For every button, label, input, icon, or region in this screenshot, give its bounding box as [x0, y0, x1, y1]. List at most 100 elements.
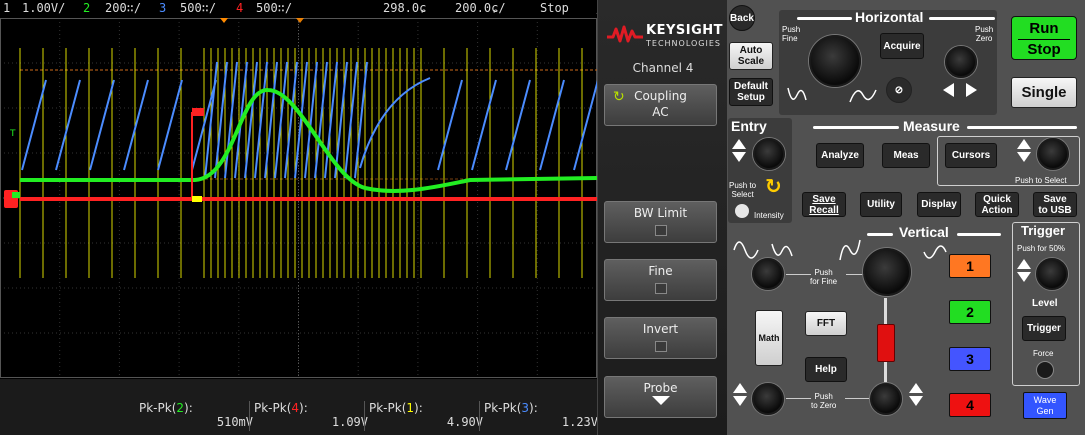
ch1-waveform: [19, 48, 583, 278]
vertical-offset-knob[interactable]: [870, 383, 902, 415]
brand-subtitle: TECHNOLOGIES: [646, 39, 721, 48]
status-bar: 1 1.00V/ 2 200∷/ 3 500∷/ 4 500∷/ 298.0ɕ …: [0, 0, 597, 17]
run-state: Stop: [540, 1, 569, 15]
utility-button[interactable]: Utility: [860, 192, 902, 217]
push-to-select-label: Push to Select: [729, 181, 757, 199]
measurement-label-suffix: ):: [414, 401, 423, 415]
invert-checkbox[interactable]: [654, 341, 667, 352]
help-button[interactable]: Help: [805, 357, 847, 382]
horizontal-scale-knob[interactable]: [809, 35, 861, 87]
timebase-scale: 200.0ɕ/: [455, 1, 506, 15]
left-arrow-icon[interactable]: [943, 83, 954, 97]
trigger-level-knob[interactable]: [1036, 258, 1068, 290]
save-recall-button[interactable]: Save Recall: [802, 192, 846, 217]
zoom-search-icon[interactable]: ⊘: [886, 77, 912, 103]
measurement-channel: 1: [406, 401, 415, 415]
force-button[interactable]: [1036, 361, 1054, 379]
ch3-number: 3: [159, 1, 167, 15]
analyze-button[interactable]: Analyze: [816, 143, 864, 168]
trigger-edge-icon: ⨍: [596, 0, 597, 17]
cursors-knob[interactable]: [1037, 138, 1069, 170]
math-button[interactable]: Math: [755, 310, 783, 366]
measurement-channel: 3: [521, 401, 530, 415]
brand-name: KEYSIGHT: [646, 23, 723, 38]
run-stop-divider: [1018, 39, 1070, 40]
fine-softkey[interactable]: Fine: [604, 259, 717, 301]
auto-scale-button[interactable]: Auto Scale: [729, 42, 773, 70]
fine-checkbox[interactable]: [654, 283, 667, 294]
channel-3-button[interactable]: 3: [949, 347, 991, 371]
vertical-offset-updown-icon[interactable]: [909, 383, 923, 406]
math-offset-updown-icon[interactable]: [733, 383, 747, 406]
acquire-button[interactable]: Acquire: [880, 33, 924, 59]
channel-4-button[interactable]: 4: [949, 393, 991, 417]
front-panel: Back Horizontal Push Fine Acquire Push Z…: [727, 0, 1085, 435]
keysight-wave-icon: [607, 25, 643, 43]
measurement-label: Pk-Pk(4):: [254, 401, 308, 415]
measurement-channel: 4: [291, 401, 300, 415]
display-button[interactable]: Display: [917, 192, 961, 217]
wave-gen-button[interactable]: Wave Gen: [1023, 392, 1067, 419]
ch1-number: 1: [3, 1, 11, 15]
back-button[interactable]: Back: [729, 5, 755, 31]
vertical-scale-knob[interactable]: [863, 248, 911, 296]
ch4-number: 4: [236, 1, 244, 15]
save-to-usb-button[interactable]: Save to USB: [1033, 192, 1077, 217]
measurement-item: Pk-Pk(1): 4.90V: [364, 401, 483, 431]
measurement-label: Pk-Pk(3):: [484, 401, 538, 415]
sine-narrow-icon: [849, 89, 877, 103]
trigger-title: Trigger: [1021, 223, 1066, 238]
submenu-arrow-icon: [651, 396, 670, 405]
channel-1-button[interactable]: 1: [949, 254, 991, 278]
sine-short-icon-2: [923, 245, 947, 259]
trigger-button[interactable]: Trigger: [1022, 316, 1066, 341]
measurement-value: 1.23V: [561, 415, 597, 429]
sine-wide-icon: [787, 87, 807, 101]
measurement-value: 510mV: [216, 415, 253, 429]
push-to-zero-label: Push to Zero: [811, 392, 837, 410]
connector-line: [786, 274, 811, 275]
keysight-logo: KEYSIGHT TECHNOLOGIES: [598, 0, 728, 58]
ch1-marker: [192, 196, 202, 202]
measure-title: Measure: [903, 118, 960, 134]
probe-softkey[interactable]: Probe: [604, 376, 717, 418]
channel-2-button[interactable]: 2: [949, 300, 991, 324]
intensity-button[interactable]: [735, 204, 749, 218]
ch2-waveform: [20, 87, 597, 193]
waveform-graticule: T: [0, 18, 597, 378]
default-setup-button[interactable]: Default Setup: [729, 78, 773, 106]
invert-label: Invert: [642, 322, 679, 336]
measure-rule-left: [813, 126, 899, 129]
menu-title: Channel 4: [632, 61, 694, 75]
right-arrow-icon[interactable]: [966, 83, 977, 97]
measurement-item: Pk-Pk(2): 510mV: [139, 401, 253, 431]
entry-knob[interactable]: [753, 138, 785, 170]
measurement-item: Pk-Pk(3): 1.23V: [479, 401, 597, 431]
bw-limit-checkbox[interactable]: [654, 225, 667, 236]
trigger-section: [1012, 222, 1080, 386]
trigger-level-updown-icon[interactable]: [1017, 259, 1031, 282]
ch2-ground-marker: [12, 192, 20, 198]
select-arrow-icon: ↻: [765, 174, 782, 198]
measurement-label: Pk-Pk(2):: [139, 401, 193, 415]
cursors-updown-icon[interactable]: [1017, 139, 1031, 162]
single-button[interactable]: Single: [1011, 77, 1077, 108]
math-scale-knob[interactable]: [752, 258, 784, 290]
fft-button[interactable]: FFT: [805, 311, 847, 336]
connector-line-3: [786, 398, 811, 399]
quick-action-button[interactable]: Quick Action: [975, 192, 1019, 217]
bw-limit-label: BW Limit: [633, 206, 688, 220]
horizontal-delay: 298.0ɕ: [383, 1, 427, 15]
cursors-button[interactable]: Cursors: [945, 143, 997, 168]
run-stop-button[interactable]: Run Stop: [1011, 16, 1077, 60]
entry-updown-icon[interactable]: [732, 139, 746, 162]
meas-button[interactable]: Meas: [882, 143, 930, 168]
measurement-value: 1.09V: [331, 415, 368, 429]
coupling-softkey[interactable]: ↻ Coupling AC: [604, 84, 717, 126]
invert-softkey[interactable]: Invert: [604, 317, 717, 359]
bw-limit-softkey[interactable]: BW Limit: [604, 201, 717, 243]
horizontal-position-knob[interactable]: [945, 46, 977, 78]
math-offset-knob[interactable]: [752, 383, 784, 415]
fine-label: Fine: [648, 264, 673, 278]
ch3-scale: 500∷/: [180, 1, 217, 15]
